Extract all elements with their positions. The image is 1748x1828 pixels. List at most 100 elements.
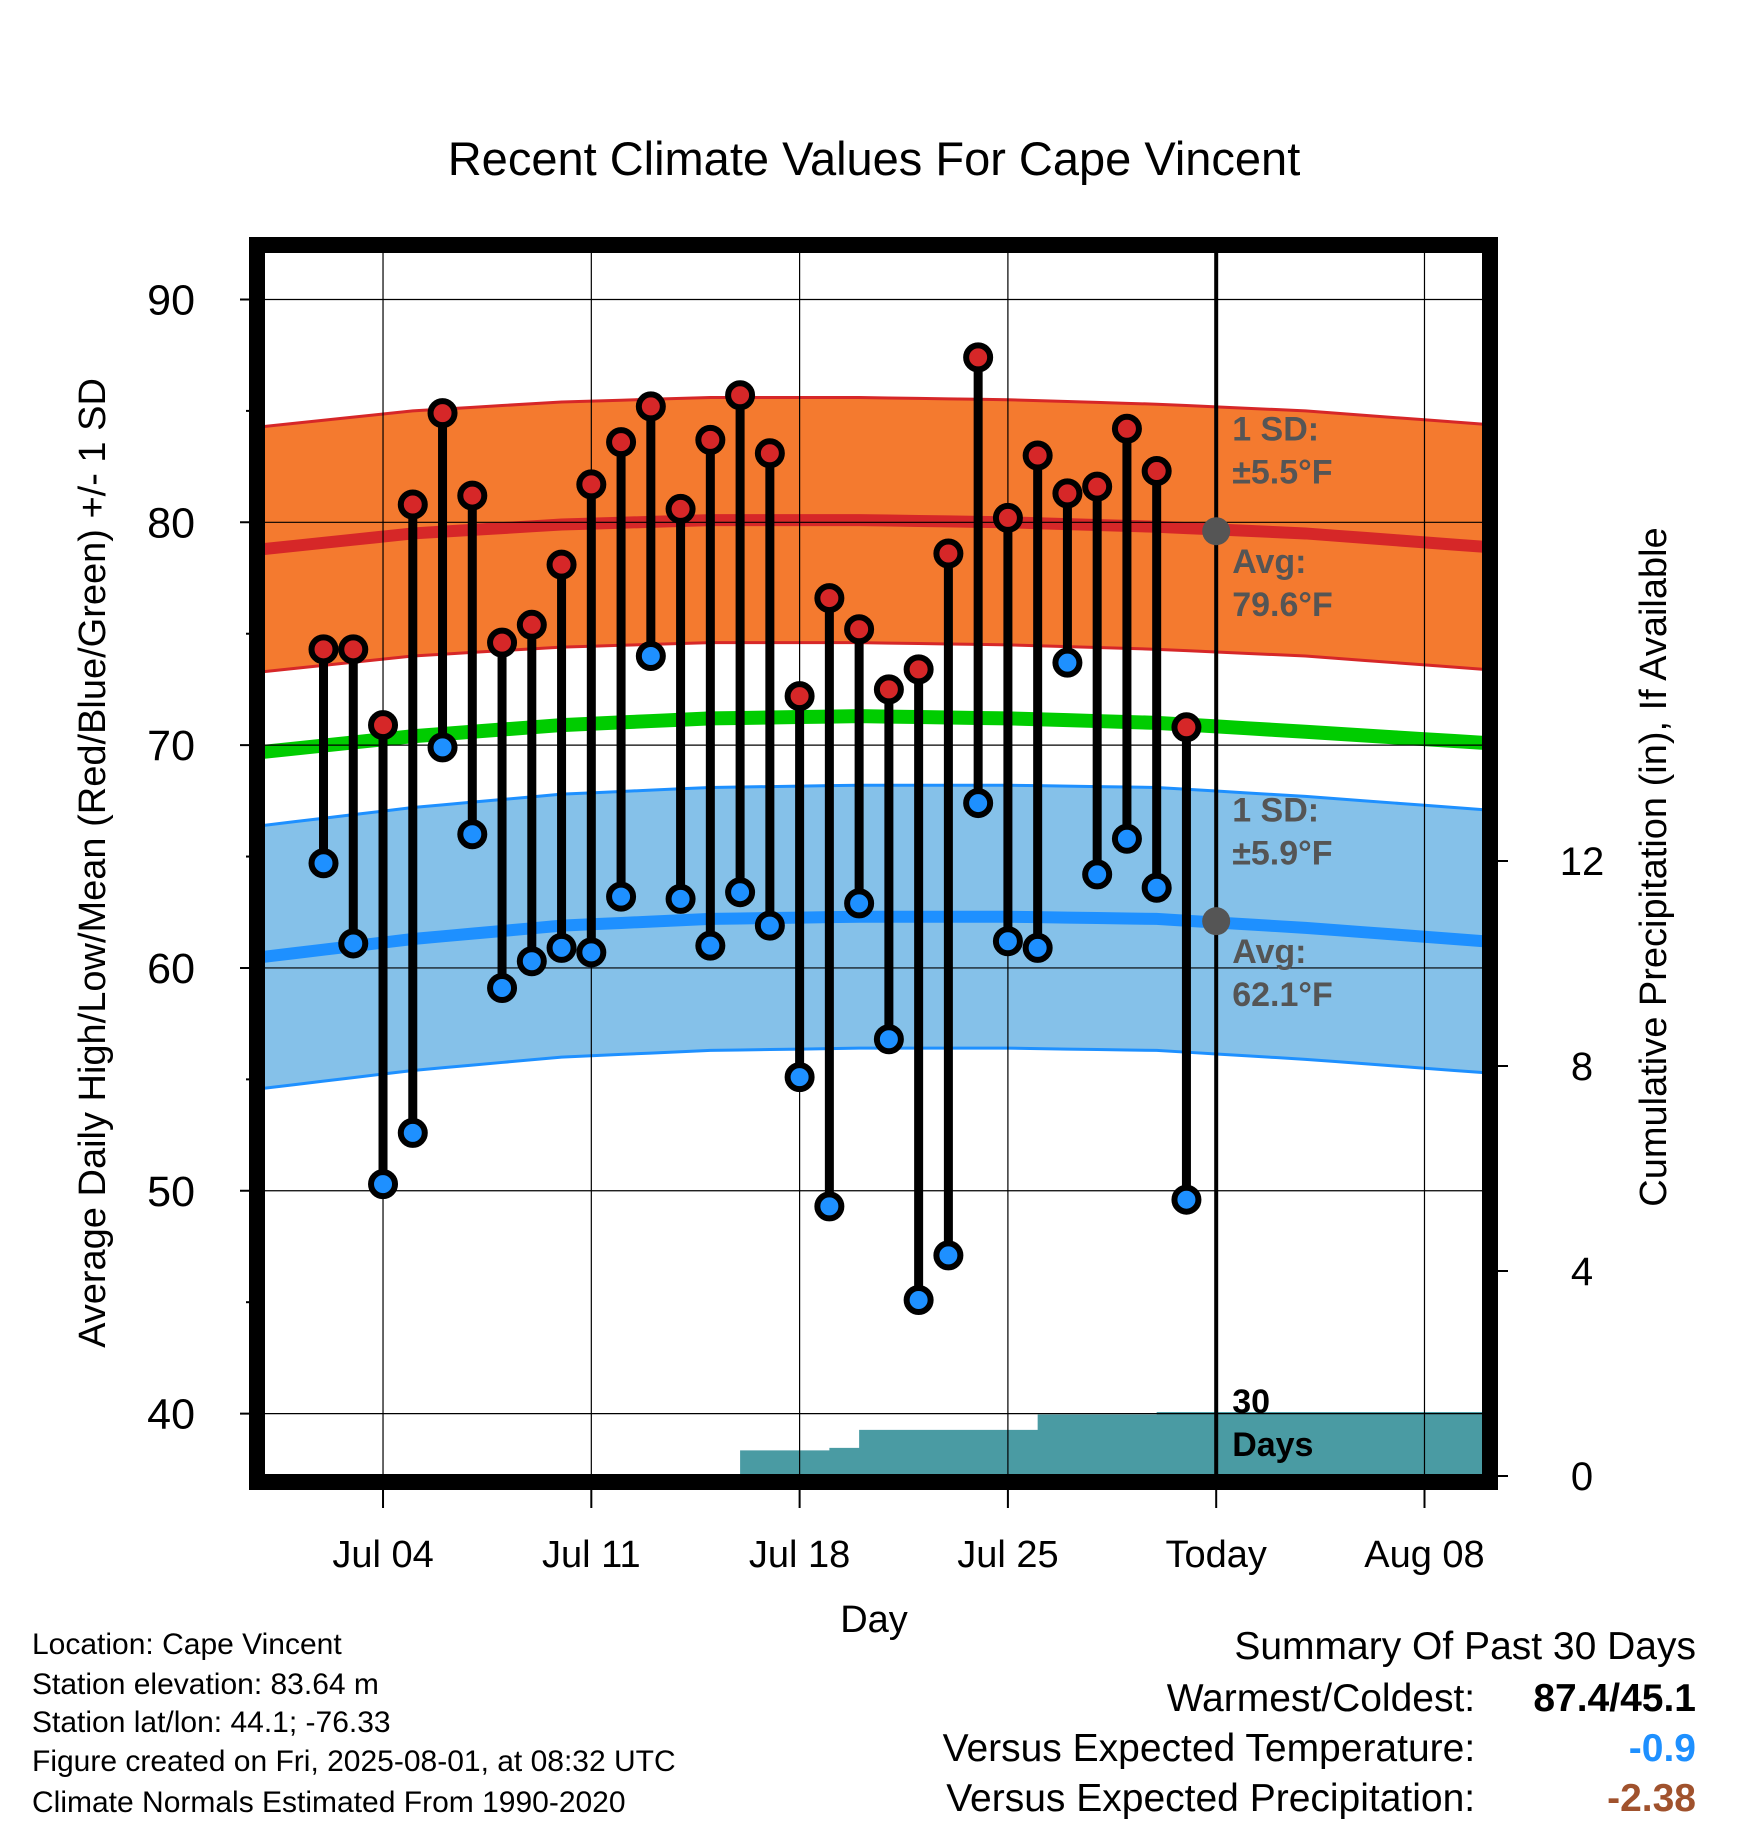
- high-point: [725, 380, 756, 411]
- low-point: [814, 1191, 845, 1222]
- high-avg-label-line-2: 79.6°F: [1232, 586, 1333, 624]
- high-point: [933, 538, 964, 569]
- low-point: [606, 881, 637, 912]
- low-point: [903, 1284, 934, 1315]
- plot-overlay: 1 SD: ±5.5°F Avg: 79.6°F 1 SD: ±5.9°F Avg: 62.1…: [308, 246, 1333, 1476]
- high-point: [397, 489, 428, 520]
- low-point: [873, 1024, 904, 1055]
- high-point: [1082, 471, 1113, 502]
- low-point: [1082, 859, 1113, 890]
- high-point: [457, 480, 488, 511]
- x-tick-label: Aug 08: [1364, 1534, 1484, 1576]
- high-point: [1111, 413, 1142, 444]
- high-point: [695, 424, 726, 455]
- summary-precip-label: Versus Expected Precipitation:: [946, 1777, 1476, 1820]
- low-point: [933, 1240, 964, 1271]
- mean-normal-line: [264, 709, 1484, 759]
- low-sd-label-line-1: 1 SD:: [1232, 792, 1319, 830]
- x-tick-label: Today: [1165, 1534, 1266, 1576]
- info-normals: Climate Normals Estimated From 1990-2020: [32, 1786, 626, 1819]
- high-point: [606, 427, 637, 458]
- high-point: [814, 583, 845, 614]
- info-elevation: Station elevation: 83.64 m: [32, 1668, 379, 1701]
- high-normal-line: [264, 514, 1484, 556]
- low-normal-band: [264, 785, 1484, 1089]
- high-point: [368, 710, 399, 741]
- summary-temp-label: Versus Expected Temperature:: [942, 1727, 1476, 1770]
- low-avg-today-marker: [1202, 907, 1231, 936]
- summary-warmest-label: Warmest/Coldest:: [1166, 1677, 1476, 1720]
- summary-heading: Summary Of Past 30 Days: [1234, 1625, 1696, 1668]
- low-normal-line: [264, 910, 1484, 963]
- low-point: [784, 1062, 815, 1093]
- low-avg-label-line-2: 62.1°F: [1232, 976, 1333, 1014]
- info-created: Figure created on Fri, 2025-08-01, at 08…: [32, 1745, 676, 1778]
- high-point: [576, 469, 607, 500]
- low-point: [665, 883, 696, 914]
- high-point: [308, 634, 339, 665]
- high-point: [1171, 712, 1202, 743]
- x-tick-label: Jul 11: [542, 1534, 641, 1576]
- low-normal-band-upper-edge: [264, 783, 1484, 827]
- low-point: [635, 641, 666, 671]
- low-point: [1141, 872, 1172, 903]
- low-point: [725, 877, 756, 908]
- low-point: [1052, 647, 1083, 678]
- info-latlon: Station lat/lon: 44.1; -76.33: [32, 1706, 391, 1739]
- high-avg-label-line-1: Avg:: [1232, 543, 1306, 581]
- high-point: [635, 391, 666, 422]
- low-point: [368, 1169, 399, 1200]
- low-point: [308, 848, 339, 879]
- low-point: [338, 928, 369, 959]
- high-point: [516, 609, 547, 640]
- y-tick-label: 60: [147, 945, 195, 993]
- high-point: [1052, 478, 1083, 509]
- low-point: [1171, 1184, 1202, 1215]
- plot-area: [264, 246, 1484, 1476]
- high-sd-label-line-1: 1 SD:: [1232, 411, 1319, 449]
- high-point: [338, 634, 369, 665]
- y2-tick-label: 0: [1571, 1455, 1593, 1499]
- high-point: [754, 438, 785, 469]
- summary-precip: Versus Expected Precipitation: -2.38: [946, 1777, 1696, 1821]
- y-tick-label: 40: [147, 1391, 195, 1439]
- high-normal-band-lower-edge: [264, 641, 1484, 674]
- low-sd-label-line-2: ±5.9°F: [1232, 835, 1332, 873]
- low-point: [1022, 932, 1053, 963]
- low-point: [576, 937, 607, 968]
- low-avg-label-line-1: Avg:: [1232, 933, 1306, 971]
- y-tick-label: 80: [147, 499, 195, 547]
- y2-tick-label: 12: [1560, 840, 1605, 884]
- info-location: Location: Cape Vincent: [32, 1628, 342, 1661]
- x-axis-label: Day: [840, 1599, 908, 1641]
- summary-warmest: Warmest/Coldest: 87.4/45.1: [1167, 1677, 1696, 1721]
- high-point: [487, 627, 518, 658]
- y-tick-label: 70: [147, 722, 195, 770]
- high-sd-label-line-2: ±5.5°F: [1232, 454, 1332, 492]
- high-point: [992, 502, 1023, 533]
- low-point: [754, 910, 785, 941]
- summary-temp-value: -0.9: [1628, 1727, 1696, 1770]
- low-point: [992, 926, 1023, 957]
- y-tick-label: 50: [147, 1168, 195, 1216]
- high-point: [1141, 456, 1172, 487]
- low-normal-band-lower-edge: [264, 1046, 1484, 1090]
- y-tick-label: 90: [147, 276, 195, 324]
- low-point: [397, 1117, 428, 1148]
- precip-area: [710, 1411, 1484, 1476]
- low-point: [963, 788, 994, 819]
- high-point: [665, 493, 696, 524]
- y-axis-label: Average Daily High/Low/Mean (Red/Blue/Gr…: [72, 378, 114, 1348]
- low-point: [427, 732, 458, 763]
- low-point: [546, 932, 577, 963]
- low-point: [487, 973, 518, 1004]
- x-tick-label: Jul 25: [957, 1534, 1058, 1576]
- high-normal-band-upper-edge: [264, 396, 1484, 428]
- summary-warmest-value: 87.4/45.1: [1533, 1677, 1696, 1720]
- low-point: [695, 930, 726, 961]
- high-point: [546, 549, 577, 580]
- days-label-line-2: Days: [1232, 1426, 1313, 1464]
- y2-tick-label: 8: [1571, 1045, 1593, 1089]
- x-tick-label: Jul 18: [749, 1534, 850, 1576]
